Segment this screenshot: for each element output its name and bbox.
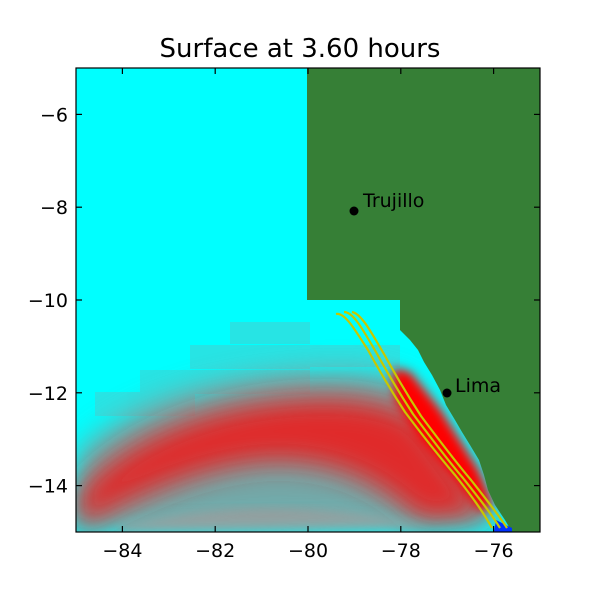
grid-block: [190, 345, 310, 369]
city-label-trujillo: Trujillo: [362, 190, 424, 212]
wave-red-band: [76, 397, 490, 530]
y-tick-label: −8: [40, 197, 68, 219]
y-tick-label: −6: [40, 104, 68, 126]
y-tick-label: −12: [28, 383, 68, 405]
city-trujillo: Trujillo: [349, 190, 424, 216]
deep-water-patch: [494, 520, 512, 532]
wave-lower-band: [120, 508, 430, 532]
x-tick-label: −76: [474, 540, 514, 562]
city-marker: [349, 206, 359, 216]
plot-title: Surface at 3.60 hours: [159, 34, 441, 64]
city-label-lima: Lima: [455, 375, 501, 397]
x-tick-label: −80: [288, 540, 328, 562]
x-axis: −84 −82 −80 −78 −76: [102, 68, 514, 562]
y-tick-label: −14: [28, 476, 68, 498]
x-tick-label: −84: [102, 540, 142, 562]
land-area: [307, 68, 540, 532]
city-lima: Lima: [442, 375, 501, 398]
wave-contours: [335, 310, 508, 529]
x-tick-label: −82: [195, 540, 235, 562]
y-axis: −6 −8 −10 −12 −14: [28, 104, 540, 498]
grid-block: [230, 322, 310, 344]
grid-block: [310, 345, 400, 367]
x-tick-label: −78: [381, 540, 421, 562]
y-tick-label: −10: [28, 290, 68, 312]
city-marker: [442, 388, 452, 398]
